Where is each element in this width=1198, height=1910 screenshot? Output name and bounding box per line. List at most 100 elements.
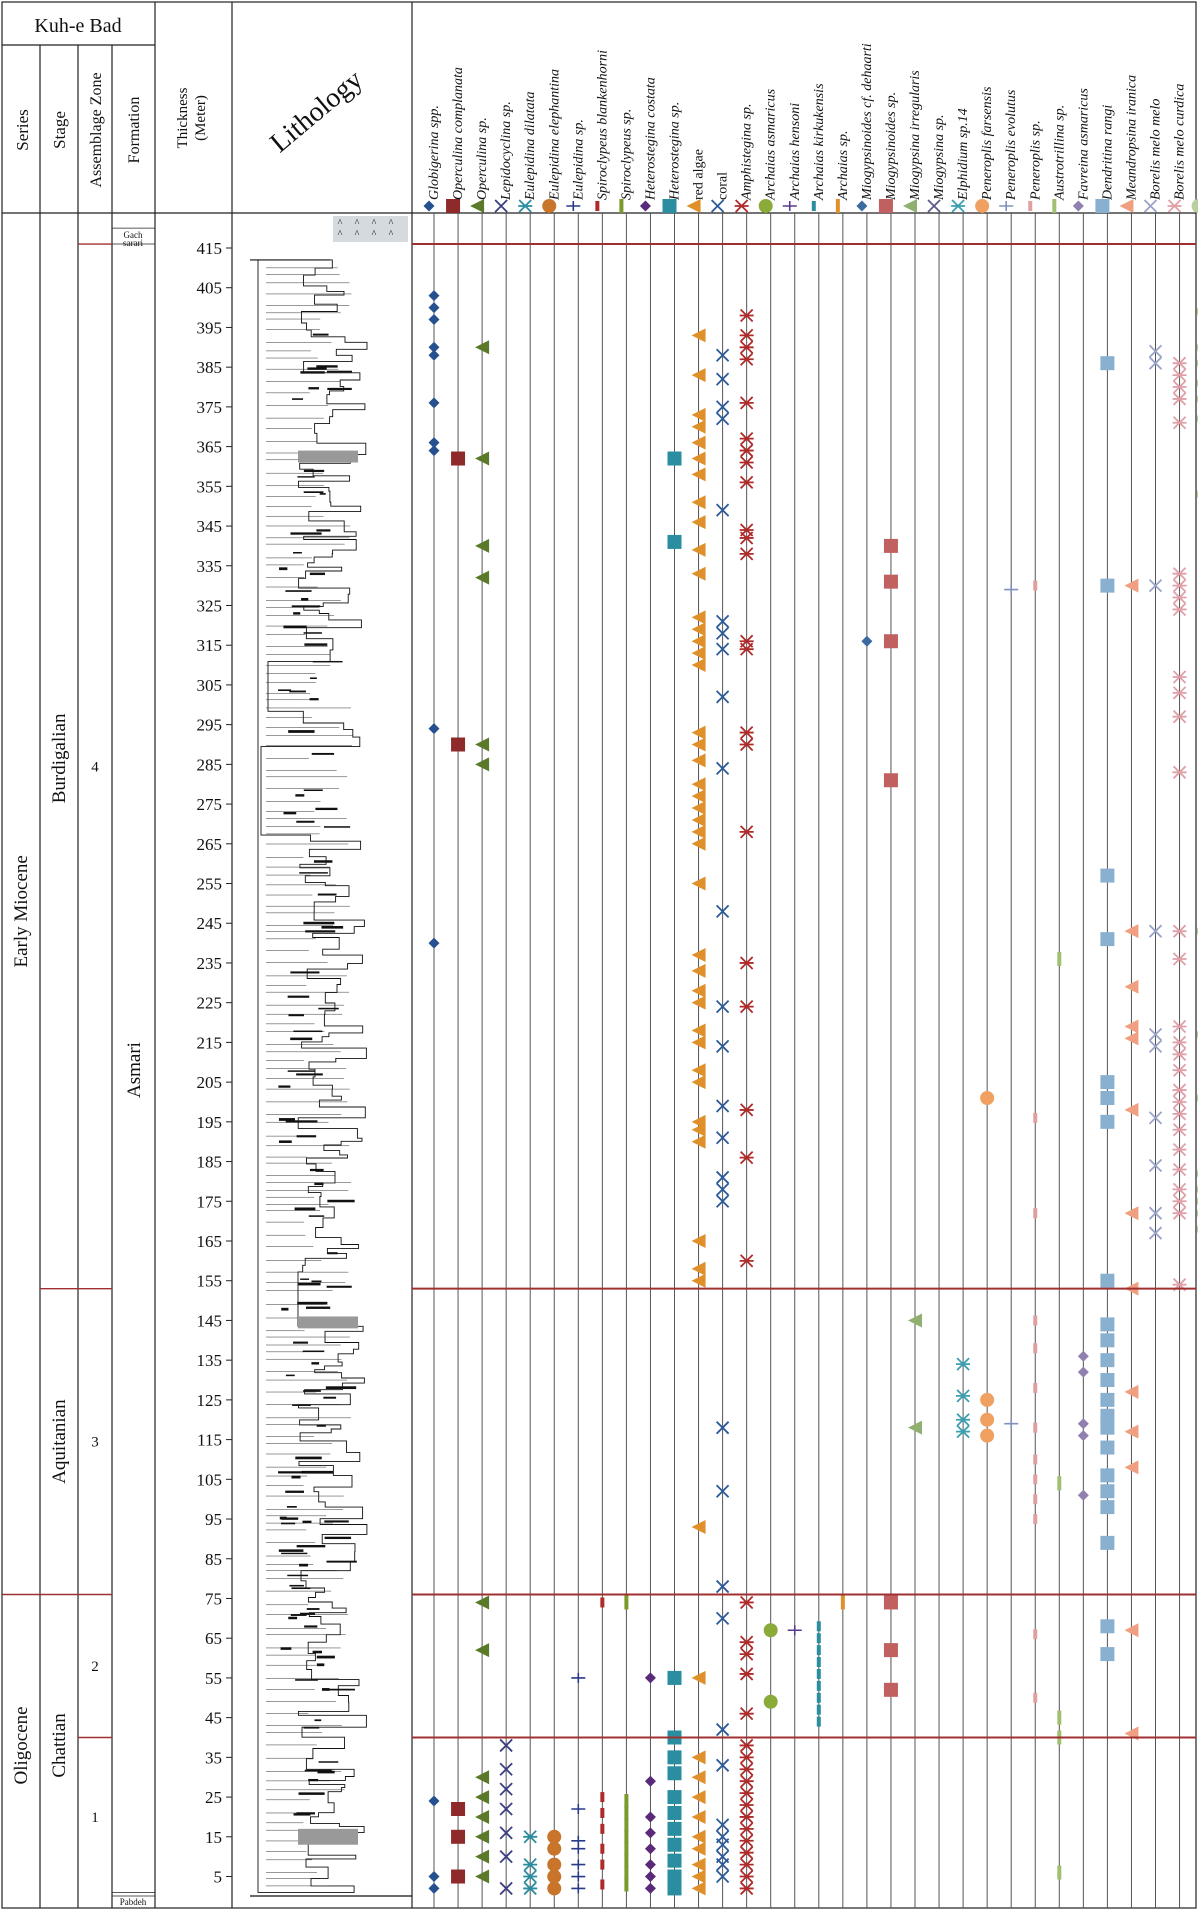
occurrence-marker bbox=[691, 983, 706, 998]
stage-label: Burdigalian bbox=[49, 713, 70, 803]
dark-bed bbox=[318, 1761, 339, 1763]
occurrence-marker bbox=[523, 1830, 538, 1844]
thickness-tick-label: 105 bbox=[197, 1470, 223, 1489]
occurrence-marker bbox=[600, 1843, 605, 1854]
taxon-label: coral bbox=[716, 172, 731, 200]
occurrence-marker bbox=[1172, 670, 1187, 684]
occurrence-marker bbox=[644, 1871, 656, 1883]
interval-columns: Early Miocene Oligocene Burdigalian Aquitan… bbox=[2, 227, 155, 1907]
thickness-header: Thickness bbox=[175, 87, 191, 148]
dark-bed bbox=[324, 1520, 349, 1523]
occurrence-marker bbox=[1033, 1422, 1038, 1433]
occurrence-marker bbox=[739, 396, 754, 410]
taxon-legend-marker bbox=[1028, 201, 1033, 211]
formation-header: Formation bbox=[126, 97, 143, 164]
dark-bed bbox=[312, 660, 343, 663]
occurrence-marker bbox=[691, 634, 706, 649]
lithology-column: ^ ^ ^ ^^ ^ ^ ^ bbox=[250, 216, 412, 1897]
taxon-legend-marker bbox=[1167, 199, 1182, 213]
dark-bed bbox=[314, 1182, 324, 1186]
occurrence-marker bbox=[451, 1801, 466, 1816]
occurrence-marker bbox=[691, 1273, 706, 1288]
occurrence-marker bbox=[816, 1645, 821, 1656]
occurrence-marker bbox=[1100, 1273, 1115, 1288]
occurrence-marker bbox=[624, 1865, 629, 1880]
thickness-tick-label: 335 bbox=[197, 557, 223, 576]
occurrence-marker bbox=[600, 1807, 605, 1818]
occurrence-marker bbox=[908, 1313, 922, 1328]
occurrence-marker bbox=[1172, 567, 1187, 581]
occurrence-marker bbox=[739, 1774, 754, 1788]
occurrence-marker bbox=[624, 1829, 629, 1844]
occurrence-marker bbox=[1057, 1710, 1062, 1725]
taxon-legend-marker bbox=[811, 201, 816, 211]
occurrence-marker bbox=[691, 1234, 706, 1248]
occurrence-marker bbox=[547, 1841, 562, 1856]
occurrence-marker bbox=[691, 566, 706, 581]
dark-bed bbox=[293, 1813, 311, 1816]
occurrence-marker bbox=[816, 1704, 821, 1715]
occurrence-marker bbox=[956, 1425, 971, 1439]
taxon-label: Borelis melo curdica bbox=[1173, 84, 1188, 200]
dark-bed bbox=[311, 752, 335, 755]
occurrence-marker bbox=[715, 412, 730, 426]
taxon-label: Peneroplis farsensis bbox=[980, 86, 995, 201]
occurrence-marker bbox=[1172, 1107, 1187, 1121]
occurrence-marker bbox=[739, 1834, 754, 1848]
occurrence-marker bbox=[691, 963, 706, 978]
dark-bed bbox=[306, 1608, 320, 1610]
dark-bed bbox=[296, 1545, 326, 1548]
dark-bed bbox=[296, 1073, 323, 1076]
occurrence-marker bbox=[816, 1680, 821, 1691]
dark-bed bbox=[281, 1517, 299, 1520]
occurrence-marker bbox=[739, 737, 754, 752]
evaporite-symbol: ^ bbox=[355, 229, 360, 240]
taxon-legend-marker bbox=[662, 199, 677, 213]
thickness-tick-label: 305 bbox=[197, 676, 223, 695]
occurrence-marker bbox=[1100, 1484, 1115, 1499]
occurrence-marker bbox=[1148, 356, 1163, 370]
taxon-label: Eulepidina sp. bbox=[571, 119, 586, 201]
dark-bed bbox=[290, 971, 320, 974]
thickness-tick-label: 75 bbox=[205, 1589, 222, 1608]
formation-label: Asmari bbox=[124, 1042, 145, 1098]
occurrence-marker bbox=[1077, 1350, 1089, 1362]
occurrence-marker bbox=[1124, 1384, 1139, 1399]
occurrence-marker bbox=[428, 1871, 440, 1883]
occurrence-marker bbox=[691, 646, 706, 661]
occurrence-marker bbox=[1124, 1424, 1139, 1439]
taxon-label: Borelis sp. bbox=[1197, 141, 1198, 200]
taxon-label: Operculina sp. bbox=[475, 117, 490, 200]
occurrence-marker bbox=[1033, 1494, 1038, 1505]
thickness-tick-label: 265 bbox=[197, 835, 223, 854]
thickness-tick-label: 245 bbox=[197, 914, 223, 933]
occurrence-marker bbox=[624, 1817, 629, 1832]
occurrence-marker bbox=[667, 1670, 682, 1685]
occurrence-marker bbox=[739, 1869, 754, 1884]
occurrence-marker bbox=[691, 1869, 706, 1884]
dark-bed bbox=[308, 1778, 319, 1782]
occurrence-marker bbox=[715, 614, 730, 629]
occurrence-marker bbox=[691, 1134, 706, 1149]
occurrence-marker bbox=[691, 737, 706, 752]
thickness-tick-label: 405 bbox=[197, 279, 223, 298]
formation-label: Gach bbox=[124, 230, 143, 240]
dark-bed bbox=[303, 1726, 320, 1729]
occurrence-marker bbox=[691, 995, 706, 1010]
occurrence-marker bbox=[980, 1392, 995, 1407]
occurrence-marker bbox=[739, 352, 754, 366]
dark-bed bbox=[292, 398, 304, 400]
taxon-legend-marker bbox=[494, 199, 508, 213]
occurrence-marker bbox=[816, 1621, 821, 1632]
occurrence-marker bbox=[739, 1846, 754, 1860]
taxon-legend-marker bbox=[1119, 199, 1134, 213]
dark-bed bbox=[325, 1688, 355, 1691]
evaporite-symbol: ^ bbox=[372, 229, 377, 240]
occurrence-marker bbox=[644, 1843, 656, 1855]
dark-bed bbox=[288, 1616, 298, 1620]
thickness-tick-label: 95 bbox=[205, 1510, 222, 1529]
occurrence-marker bbox=[691, 1075, 706, 1090]
occurrence-marker bbox=[691, 515, 706, 530]
dark-bed bbox=[316, 1663, 325, 1667]
occurrence-marker bbox=[1100, 1468, 1115, 1483]
